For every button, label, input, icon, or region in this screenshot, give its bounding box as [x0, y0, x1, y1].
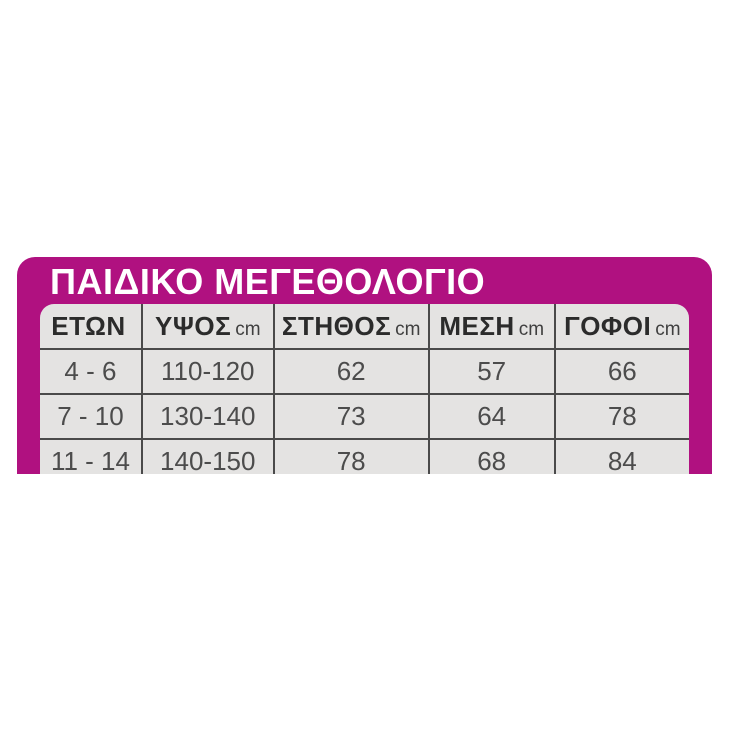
size-table: ΕΤΩΝ ΥΨΟΣ cm ΣΤΗΘΟΣ cm ΜΕΣΗ cm ΓΟΦΟΙ cm 4 - … [40, 304, 689, 474]
size-chart-frame: ΠΑΙΔΙΚΟ ΜΕΓΕΘΟΛΟΓΙΟ ΕΤΩΝ ΥΨΟΣ cm ΣΤΗΘΟΣ cm… [17, 257, 712, 474]
table-cell: 7 - 10 [40, 394, 143, 440]
column-header-waist: ΜΕΣΗ cm [428, 304, 556, 350]
size-chart-panel: ΕΤΩΝ ΥΨΟΣ cm ΣΤΗΘΟΣ cm ΜΕΣΗ cm ΓΟΦΟΙ cm 4 - … [40, 304, 689, 474]
table-cell: 110-120 [141, 349, 275, 395]
header-row: ΕΤΩΝ ΥΨΟΣ cm ΣΤΗΘΟΣ cm ΜΕΣΗ cm ΓΟΦΟΙ cm [40, 304, 689, 350]
table-row: 7 - 10 130-140 73 64 78 [40, 394, 689, 440]
column-header-chest: ΣΤΗΘΟΣ cm [273, 304, 430, 350]
table-cell: 140-150 [141, 439, 275, 474]
unit-label: cm [655, 318, 681, 340]
table-cell: 78 [554, 394, 689, 440]
size-table-body: 4 - 6 110-120 62 57 66 7 - 10 130-140 73… [40, 349, 689, 474]
column-label: ΓΟΦΟΙ [564, 310, 652, 341]
table-cell: 68 [428, 439, 556, 474]
size-chart-title: ΠΑΙΔΙΚΟ ΜΕΓΕΘΟΛΟΓΙΟ [50, 261, 486, 302]
table-cell: 64 [428, 394, 556, 440]
table-cell: 62 [273, 349, 430, 395]
table-cell: 130-140 [141, 394, 275, 440]
table-cell: 73 [273, 394, 430, 440]
unit-label: cm [235, 318, 261, 340]
table-cell: 78 [273, 439, 430, 474]
column-label: ΜΕΣΗ [439, 310, 515, 341]
column-label: ΕΤΩΝ [51, 310, 126, 341]
column-label: ΣΤΗΘΟΣ [281, 310, 392, 341]
table-cell: 84 [607, 446, 637, 474]
table-cell: 66 [554, 349, 689, 395]
unit-label: cm [395, 318, 421, 340]
table-cell: 4 - 6 [40, 349, 143, 395]
column-header-age: ΕΤΩΝ [40, 304, 143, 350]
size-table-header: ΕΤΩΝ ΥΨΟΣ cm ΣΤΗΘΟΣ cm ΜΕΣΗ cm ΓΟΦΟΙ cm [40, 304, 689, 350]
table-row: 4 - 6 110-120 62 57 66 [40, 349, 689, 395]
column-header-hips: ΓΟΦΟΙ cm [554, 304, 689, 350]
unit-label: cm [518, 318, 545, 340]
table-cell: 57 [428, 349, 556, 395]
column-header-height: ΥΨΟΣ cm [141, 304, 275, 350]
column-label: ΥΨΟΣ [154, 310, 232, 341]
table-cell: 11 - 14 [40, 439, 143, 474]
table-row: 11 - 14 140-150 78 68 84 [40, 439, 689, 474]
